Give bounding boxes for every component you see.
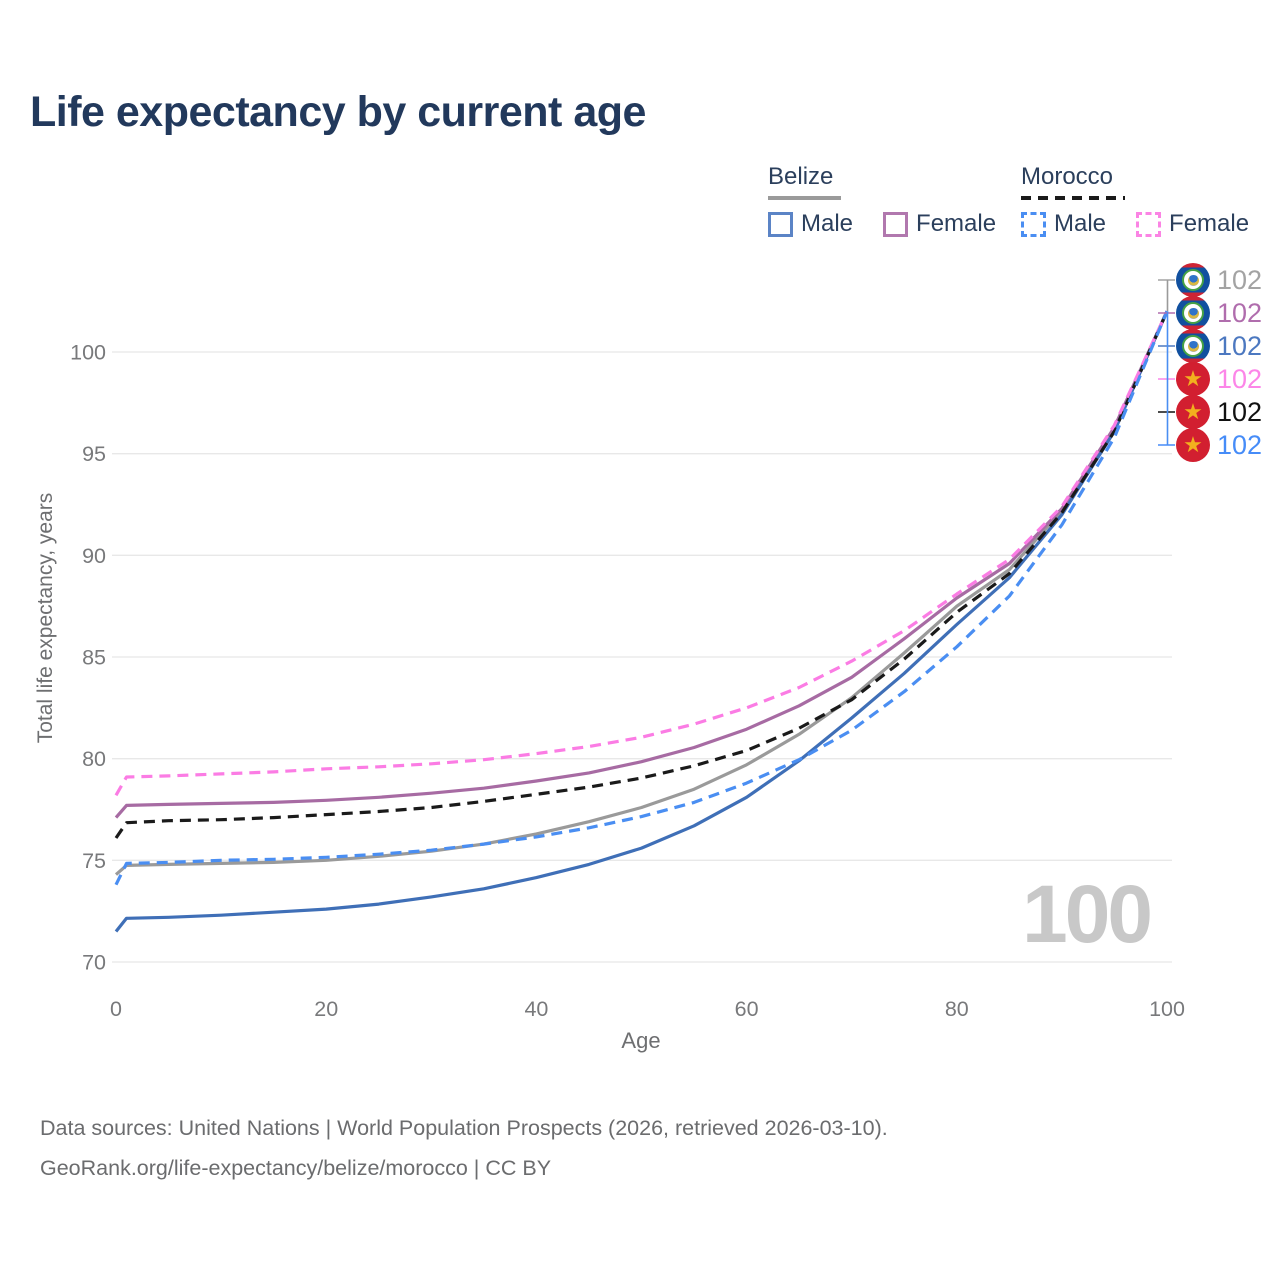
y-tick-label: 90 [82,544,106,568]
x-tick-label: 20 [314,997,338,1021]
x-tick-label: 100 [1149,997,1185,1021]
x-axis-title: Age [621,1028,661,1053]
legend-linestyle-belize [768,196,841,200]
series-line-belize-male [114,310,1169,933]
y-tick-label: 85 [82,646,106,670]
footer-attribution: GeoRank.org/life-expectancy/belize/moroc… [40,1156,552,1180]
legend-label-morocco-male[interactable]: Male [1054,210,1107,237]
legend-country-morocco[interactable]: Morocco [1021,163,1114,190]
footer-datasource: Data sources: United Nations | World Pop… [40,1116,888,1140]
legend-group-morocco: Morocco Male Female [1021,163,1271,238]
series-line-morocco [114,310,1169,839]
legend-group-belize: Belize Male Female [768,163,1018,238]
footer: Data sources: United Nations | World Pop… [40,1108,888,1188]
legend-swatch-morocco-male[interactable] [1021,211,1046,237]
legend-label-belize-male[interactable]: Male [801,210,854,237]
legend-swatch-belize-male[interactable] [768,211,793,237]
legend-country-belize[interactable]: Belize [768,163,834,190]
y-tick-label: 70 [82,951,106,975]
y-tick-label: 80 [82,747,106,771]
x-tick-label: 60 [735,997,759,1021]
current-age-indicator: 100 [1022,869,1153,960]
legend-linestyle-morocco [1021,196,1125,200]
y-tick-label: 100 [70,341,106,365]
series-line-belize-female [114,310,1169,819]
series-line-morocco-male [114,310,1169,886]
x-tick-label: 0 [110,997,122,1021]
legend-label-morocco-female[interactable]: Female [1169,210,1250,237]
y-axis-title: Total life expectancy, years [34,492,57,744]
series-line-belize [114,310,1169,876]
y-tick-label: 95 [82,442,106,466]
page-title: Life expectancy by current age [30,88,646,136]
x-tick-label: 80 [945,997,969,1021]
y-tick-label: 75 [82,849,106,873]
legend-label-belize-female[interactable]: Female [916,210,997,237]
x-tick-label: 40 [524,997,548,1021]
legend-swatch-morocco-female[interactable] [1136,211,1162,237]
legend-swatch-belize-female[interactable] [883,211,909,237]
series-line-morocco-female [114,310,1169,797]
